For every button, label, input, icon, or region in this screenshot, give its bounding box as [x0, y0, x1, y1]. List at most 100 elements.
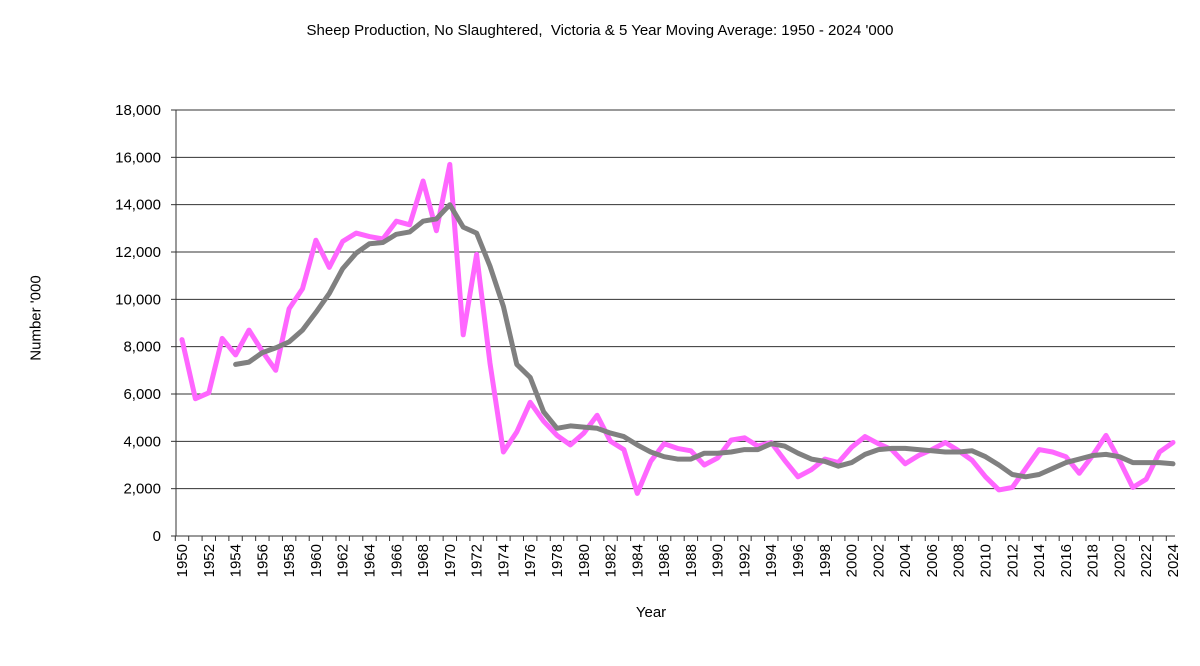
data-point: [664, 456, 665, 457]
data-point: [1119, 456, 1120, 457]
y-tick-label: 12,000: [115, 244, 161, 261]
data-point: [1106, 454, 1107, 455]
data-point: [878, 449, 879, 450]
data-point: [423, 181, 424, 182]
data-point: [1159, 462, 1160, 463]
data-point: [998, 489, 999, 490]
data-point: [1132, 487, 1133, 488]
data-point: [824, 461, 825, 462]
data-point: [248, 362, 249, 363]
data-point: [945, 451, 946, 452]
x-tick-label: 2010: [978, 544, 995, 577]
x-tick-label: 1952: [201, 544, 218, 577]
x-tick-label: 2018: [1085, 544, 1102, 577]
x-tick-label: 1988: [683, 544, 700, 577]
data-point: [369, 236, 370, 237]
data-point: [958, 451, 959, 452]
data-point: [744, 437, 745, 438]
data-point: [972, 460, 973, 461]
data-point: [449, 204, 450, 205]
data-point: [262, 352, 263, 353]
data-point: [597, 415, 598, 416]
data-point: [315, 312, 316, 313]
x-tick-label: 2016: [1058, 544, 1075, 577]
data-point: [1065, 462, 1066, 463]
data-point: [543, 411, 544, 412]
data-point: [1012, 487, 1013, 488]
data-point: [731, 440, 732, 441]
x-tick-label: 1950: [174, 544, 191, 577]
data-point: [811, 469, 812, 470]
data-point: [409, 231, 410, 232]
x-tick-label: 1976: [522, 544, 539, 577]
x-tick-label: 2024: [1165, 544, 1182, 577]
x-tick-label: 1996: [790, 544, 807, 577]
data-point: [677, 448, 678, 449]
data-point: [918, 449, 919, 450]
x-axis-title: Year: [635, 604, 667, 621]
x-tick-label: 1964: [361, 544, 378, 577]
data-point: [382, 242, 383, 243]
data-point: [396, 234, 397, 235]
data-point: [423, 221, 424, 222]
series-line-annual: [179, 161, 1176, 496]
data-point: [851, 462, 852, 463]
data-point: [798, 476, 799, 477]
x-tick-label: 2022: [1138, 544, 1155, 577]
data-point: [891, 448, 892, 449]
data-point: [744, 449, 745, 450]
data-point: [811, 459, 812, 460]
data-point: [704, 465, 705, 466]
data-point: [637, 444, 638, 445]
data-point: [945, 442, 946, 443]
data-point: [985, 476, 986, 477]
y-axis: 0 2,000 4,000 6,000 8,000 10,000 12,000 14,000 1…: [115, 102, 177, 545]
y-tick-label: 8,000: [123, 339, 161, 356]
x-tick-label: 2020: [1111, 544, 1128, 577]
data-point: [530, 377, 531, 378]
data-point: [503, 451, 504, 452]
data-point: [1039, 449, 1040, 450]
data-point: [650, 451, 651, 452]
chart-title: Sheep Production, No Slaughtered, Victor…: [306, 22, 894, 39]
data-point: [583, 433, 584, 434]
y-tick-label: 0: [153, 528, 161, 545]
data-point: [798, 453, 799, 454]
x-axis: 1950 1952 1954 1956 1958 1960 1962 1964 1966 1968…: [174, 535, 1182, 577]
data-point: [342, 241, 343, 242]
data-point: [690, 459, 691, 460]
data-point: [1052, 468, 1053, 469]
x-tick-label: 1958: [281, 544, 298, 577]
data-point: [490, 363, 491, 364]
data-point: [302, 288, 303, 289]
data-point: [289, 341, 290, 342]
data-point: [1132, 462, 1133, 463]
data-point: [1146, 462, 1147, 463]
data-point: [476, 233, 477, 234]
data-point: [583, 427, 584, 428]
data-point: [248, 330, 249, 331]
data-point: [436, 230, 437, 231]
data-point: [409, 224, 410, 225]
data-point: [704, 453, 705, 454]
x-tick-label: 1954: [228, 544, 245, 577]
x-tick-label: 2004: [897, 544, 914, 577]
data-point: [731, 451, 732, 452]
data-point: [235, 354, 236, 355]
x-tick-label: 1968: [415, 544, 432, 577]
data-point: [838, 466, 839, 467]
data-point: [637, 493, 638, 494]
x-tick-label: 1980: [576, 544, 593, 577]
data-point: [1025, 476, 1026, 477]
data-point: [972, 450, 973, 451]
data-point: [771, 443, 772, 444]
data-point: [476, 254, 477, 255]
data-point: [623, 449, 624, 450]
data-point: [1173, 442, 1174, 443]
data-point: [436, 218, 437, 219]
data-point: [503, 306, 504, 307]
data-point: [570, 425, 571, 426]
x-tick-label: 2014: [1031, 544, 1048, 577]
x-tick-label: 1982: [603, 544, 620, 577]
data-point: [275, 370, 276, 371]
